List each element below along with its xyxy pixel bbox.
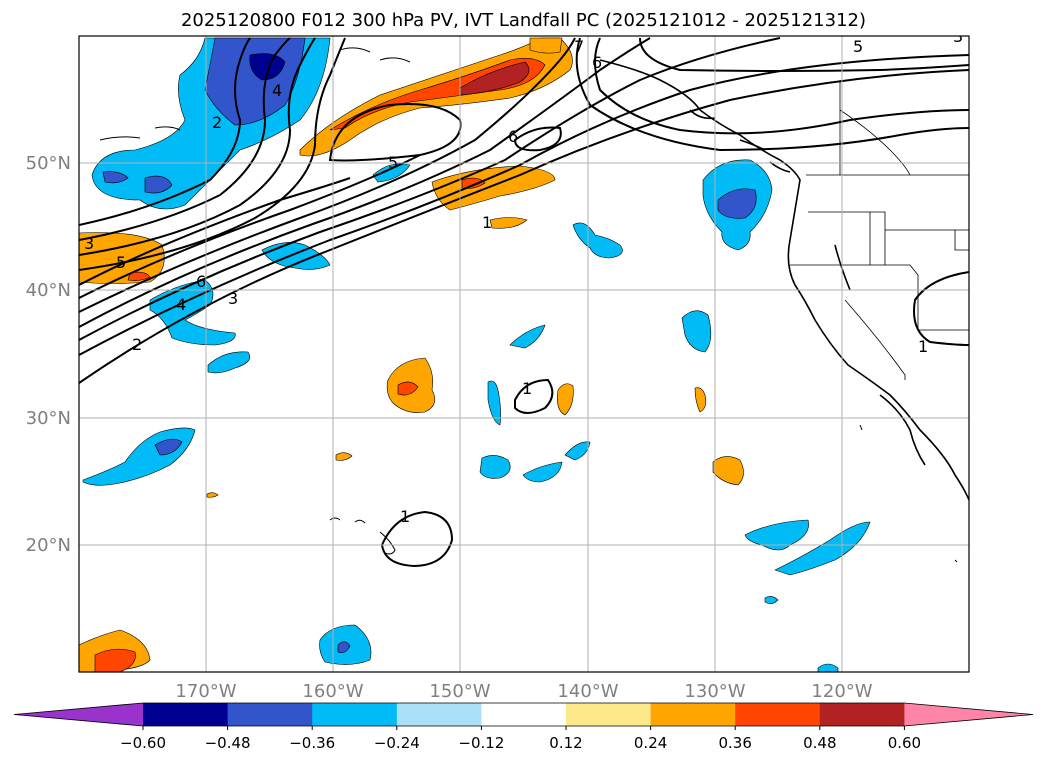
- pv-negative-small-nw2: [102, 171, 129, 184]
- pv-positive-region-west: [79, 232, 165, 284]
- pv-positive-deep-north: [459, 61, 530, 96]
- contour-label: 4: [272, 81, 282, 100]
- latitude-labels: 50°N 40°N 30°N 20°N: [26, 153, 71, 556]
- lat-label: 40°N: [26, 280, 71, 301]
- pv-positive-small-mid: [489, 217, 528, 229]
- pv-positive-small-center2: [557, 383, 574, 416]
- pv-negative-region-se4: [817, 663, 839, 672]
- colorbar-tick-label: −0.36: [289, 734, 335, 752]
- contour-label: 2: [212, 113, 222, 132]
- lon-label: 170°W: [175, 681, 236, 702]
- lat-label: 50°N: [26, 153, 71, 174]
- pv-negative-core-ne: [717, 188, 757, 219]
- contour-label: 1: [482, 213, 492, 232]
- pv-negative-region-c5: [564, 441, 591, 461]
- lon-label: 140°W: [557, 681, 618, 702]
- colorbar-segment: [312, 703, 398, 726]
- contour-label: 6: [508, 127, 518, 146]
- pv-negative-small-nw: [144, 175, 173, 194]
- pv-positive-small-e2: [712, 456, 744, 486]
- gridlines: [79, 36, 969, 672]
- pv-negative-region-c4: [522, 461, 563, 483]
- contour-label: 4: [176, 295, 186, 314]
- map-title: 2025120800 F012 300 hPa PV, IVT Landfall…: [180, 10, 867, 31]
- contour-label-group: 1 2 3 4 5 6 7 5 6 6 5 1 3 5 6 4 3 2 1 1 …: [84, 27, 963, 526]
- contour-label: 2: [132, 335, 142, 354]
- lon-label: 130°W: [684, 681, 745, 702]
- contour-label: 5: [116, 253, 126, 272]
- colorbar: −0.60 −0.48 −0.36 −0.24 −0.12 0.12 0.24 0.36 0.4…: [13, 702, 1034, 752]
- island-outlines: [99, 47, 958, 563]
- colorbar-tick-label: −0.48: [205, 734, 251, 752]
- colorbar-tick-label: 0.12: [549, 734, 582, 752]
- pv-shading: [79, 37, 871, 672]
- pv-positive-core-sw-corner: [94, 648, 136, 672]
- pv-positive-small-e1: [694, 387, 707, 413]
- contour-label: 1: [522, 379, 532, 398]
- lon-label: 150°W: [429, 681, 490, 702]
- colorbar-tick-label: 0.48: [803, 734, 836, 752]
- country-borders: [790, 80, 969, 380]
- contour-label: 1: [400, 507, 410, 526]
- colorbar-segment: [566, 703, 652, 726]
- lat-label: 30°N: [26, 408, 71, 429]
- map-frame: [78, 35, 970, 673]
- pv-negative-region-c3: [479, 455, 511, 479]
- colorbar-extend-high: [904, 703, 1033, 726]
- pv-positive-small-center4: [206, 492, 219, 498]
- colorbar-tick-label: −0.24: [374, 734, 420, 752]
- pv-negative-region-se3: [764, 596, 779, 604]
- pv-negative-core-sw: [154, 438, 183, 456]
- colorbar-tick-label: −0.60: [120, 734, 166, 752]
- pv-negative-core-c7: [337, 641, 351, 654]
- contour-label: 5: [853, 37, 863, 56]
- pv-negative-small-w4: [372, 163, 411, 183]
- contour-label: 1: [918, 337, 928, 356]
- contour-label: 7: [574, 37, 584, 56]
- contour-label: 6: [196, 272, 206, 291]
- pv-positive-top-north: [529, 37, 563, 54]
- lon-label: 120°W: [811, 681, 872, 702]
- pv-positive-region-mid: [431, 165, 556, 211]
- colorbar-segment: [481, 703, 567, 726]
- colorbar-segment: [735, 703, 821, 726]
- contour-label: 3: [953, 27, 963, 46]
- contour-label: 6: [592, 53, 602, 72]
- pv-negative-region-e1: [681, 310, 712, 353]
- coastlines: [599, 59, 969, 501]
- pv-negative-region-c2: [487, 380, 501, 426]
- colorbar-tick-label: −0.12: [458, 734, 504, 752]
- pv-positive-core-center: [397, 381, 419, 396]
- colorbar-tick-label: 0.60: [888, 734, 921, 752]
- lon-label: 160°W: [302, 681, 363, 702]
- colorbar-tick-label: 0.36: [718, 734, 751, 752]
- pv-negative-region-c1: [509, 324, 546, 349]
- colorbar-segment: [650, 703, 736, 726]
- pv-negative-deep-nw: [249, 53, 286, 81]
- pv-negative-region-w3: [207, 351, 251, 374]
- pv-negative-region-se2: [774, 521, 871, 576]
- contour-label: 3: [228, 289, 238, 308]
- contour-label: 5: [388, 153, 398, 172]
- pv-positive-core-west: [127, 271, 151, 281]
- colorbar-segment: [227, 703, 313, 726]
- contour-label: 3: [84, 234, 94, 253]
- colorbar-segment: [143, 703, 229, 726]
- colorbar-extend-low: [14, 703, 143, 726]
- colorbar-segment: [819, 703, 905, 726]
- pv-positive-small-center3: [335, 452, 353, 461]
- colorbar-segment: [396, 703, 482, 726]
- lat-label: 20°N: [26, 535, 71, 556]
- pv-contours: [79, 37, 969, 568]
- colorbar-tick-label: 0.24: [634, 734, 667, 752]
- longitude-labels: 170°W 160°W 150°W 140°W 130°W 120°W: [175, 681, 872, 702]
